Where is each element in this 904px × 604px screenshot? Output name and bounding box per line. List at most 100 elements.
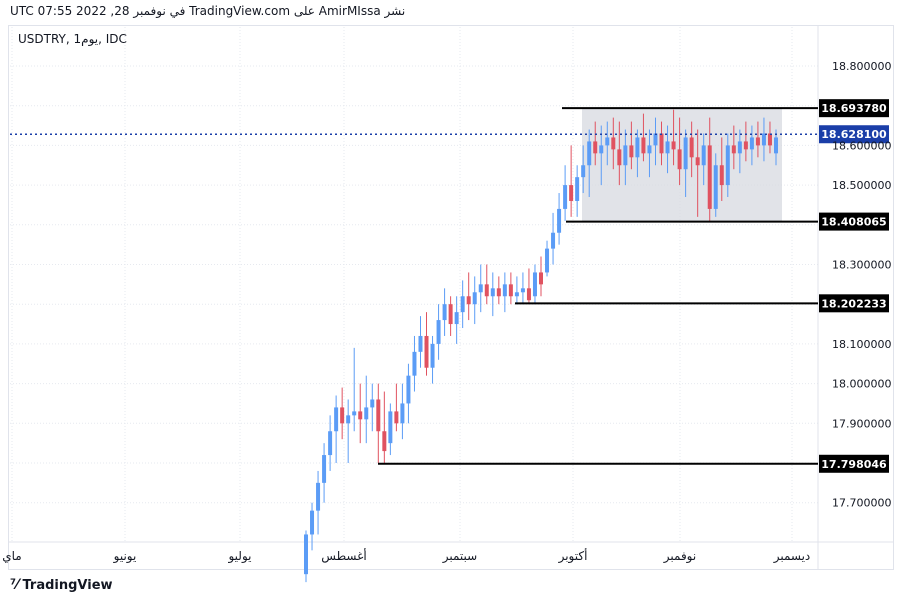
x-tick-label: ماي xyxy=(2,549,21,563)
candle-body xyxy=(755,137,760,146)
candle-body xyxy=(484,284,489,297)
candle-body xyxy=(689,137,694,158)
candle-body xyxy=(575,177,580,201)
candle-body xyxy=(388,411,393,444)
candle-body xyxy=(767,133,772,146)
publish-info: نشر AmirMIssa على TradingView.com في نوف… xyxy=(10,4,406,18)
candle-body xyxy=(352,411,357,416)
x-tick-label: يونيو xyxy=(113,549,137,564)
candle-body xyxy=(310,510,315,535)
candle-body xyxy=(514,292,519,297)
candle-body xyxy=(617,149,622,166)
candle-body xyxy=(581,165,586,178)
x-tick-label: سبتمبر xyxy=(442,549,477,564)
footer-logo-text: TradingView xyxy=(22,577,113,593)
level-price-tag xyxy=(819,212,889,231)
tradingview-logo-icon: ⁷⁄ xyxy=(10,577,19,593)
candle-body xyxy=(719,165,724,186)
y-tick-label: 18.500000 xyxy=(832,179,892,192)
y-tick-label: 18.100000 xyxy=(832,338,892,351)
range-box xyxy=(582,108,782,222)
candle-body xyxy=(406,375,411,404)
candle-body xyxy=(659,133,664,154)
candle-body xyxy=(701,145,706,166)
candle-body xyxy=(647,145,652,154)
candle-body xyxy=(418,335,423,352)
candle-body xyxy=(665,141,670,154)
y-tick-label: 18.800000 xyxy=(832,60,892,73)
candle-body xyxy=(532,272,537,297)
footer-brand: ⁷⁄ TradingView xyxy=(10,577,113,593)
candle-body xyxy=(695,157,700,166)
candle-body xyxy=(641,137,646,154)
y-tick-label: 17.900000 xyxy=(832,417,892,430)
level-price-label: 17.798046 xyxy=(821,458,887,471)
candle-body xyxy=(749,137,754,150)
candle-body xyxy=(774,137,778,154)
candle-body xyxy=(557,208,562,233)
x-tick-label: ديسمبر xyxy=(773,549,811,564)
candle-body xyxy=(346,415,351,424)
x-tick-label: نوفمبر xyxy=(663,549,696,564)
x-tick-label: يوليو xyxy=(227,549,251,564)
candle-body xyxy=(370,399,375,408)
candle-body xyxy=(454,312,459,325)
candle-body xyxy=(508,284,513,297)
candle-body xyxy=(322,455,327,483)
candle-body xyxy=(707,145,712,209)
candle-body xyxy=(677,149,682,170)
candle-body xyxy=(502,284,507,297)
chart-pane[interactable] xyxy=(8,25,894,570)
symbol-label: USDTRY, 1يوم, IDC xyxy=(18,32,127,46)
level-price-label: 18.202233 xyxy=(821,297,886,310)
candle-body xyxy=(761,133,766,146)
candle-body xyxy=(569,185,574,201)
candle-body xyxy=(743,141,748,150)
candle-body xyxy=(545,248,550,273)
candle-body xyxy=(364,407,369,420)
y-tick-label: 18.300000 xyxy=(832,259,892,272)
candle-body xyxy=(496,288,501,297)
candle-body xyxy=(316,482,321,511)
candle-body xyxy=(593,141,598,154)
candle-body xyxy=(424,335,429,368)
candle-body xyxy=(328,431,333,456)
x-tick-label: أكتوبر xyxy=(558,548,588,564)
candle-body xyxy=(376,399,381,432)
candle-body xyxy=(599,145,604,154)
candle-body xyxy=(683,137,688,170)
candle-body xyxy=(382,431,387,452)
current-price-label: 18.628100 xyxy=(821,128,887,141)
x-tick-label: أغسطس xyxy=(321,548,366,564)
level-price-label: 18.408065 xyxy=(821,216,886,229)
candle-body xyxy=(539,272,543,285)
level-price-tag xyxy=(819,99,889,118)
candle-body xyxy=(460,296,465,313)
candle-body xyxy=(358,411,363,420)
candle-body xyxy=(526,288,531,301)
candle-body xyxy=(653,133,658,146)
candle-body xyxy=(611,137,616,150)
candle-body xyxy=(478,284,483,293)
candle-body xyxy=(520,288,525,293)
candle-body xyxy=(304,534,308,575)
candle-body xyxy=(412,351,417,376)
candle-body xyxy=(563,185,568,209)
candle-body xyxy=(725,145,730,186)
candle-body xyxy=(400,403,405,424)
candle-body xyxy=(430,343,435,368)
level-price-tag xyxy=(819,454,889,473)
candle-body xyxy=(466,296,471,305)
candle-body xyxy=(635,137,640,158)
candle-body xyxy=(671,141,676,150)
candle-body xyxy=(629,145,634,158)
candle-body xyxy=(605,137,610,146)
candle-body xyxy=(551,232,556,249)
candle-body xyxy=(334,407,339,432)
level-price-tag xyxy=(819,294,889,313)
candle-body xyxy=(737,141,742,154)
candle-body xyxy=(448,304,453,325)
candle-body xyxy=(442,304,447,321)
candle-body xyxy=(436,320,441,344)
